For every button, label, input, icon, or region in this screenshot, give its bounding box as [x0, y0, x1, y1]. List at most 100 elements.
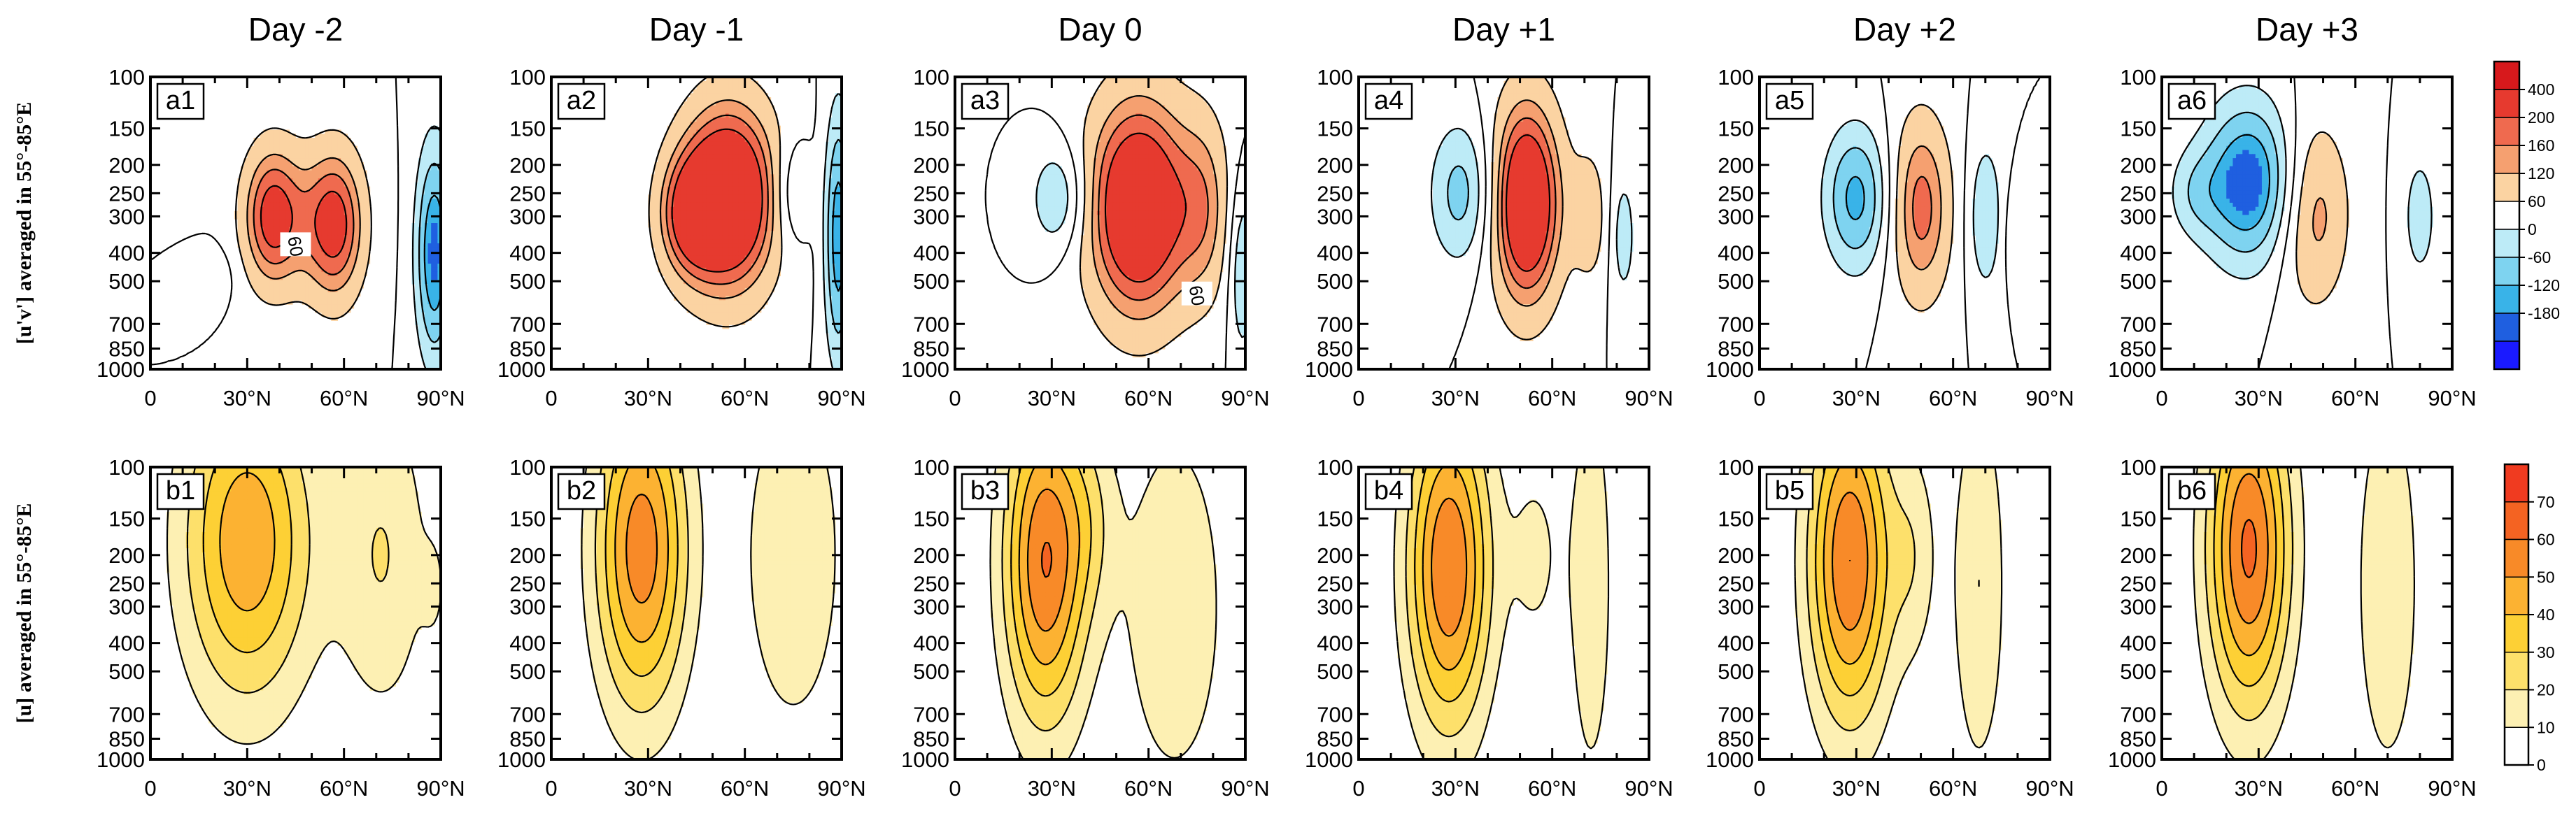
x-tick-label: 60°N: [2331, 386, 2379, 410]
y-tick-label: 100: [1317, 455, 1353, 480]
colorbar-tick-label: 10: [2537, 718, 2555, 736]
y-tick-label: 100: [2120, 65, 2156, 90]
y-tick-label: 150: [1718, 507, 1754, 531]
panel-label: a3: [970, 86, 1000, 115]
y-tick-label: 500: [108, 659, 145, 684]
y-tick-label: 400: [1718, 631, 1754, 656]
x-tick-label: 60°N: [1929, 386, 1977, 410]
y-tick-label: 200: [2120, 153, 2156, 178]
x-tick-label: 30°N: [624, 776, 672, 801]
y-tick-label: 700: [509, 312, 546, 336]
colorbar-swatch: [2493, 285, 2520, 314]
y-tick-label: 700: [108, 312, 145, 336]
y-tick-label: 200: [1317, 543, 1353, 568]
contour-lines: [581, 467, 836, 759]
panel-frame: [2160, 466, 2454, 761]
colorbar-swatch: [2504, 538, 2529, 578]
colorbar-tick-label: 70: [2537, 493, 2555, 511]
colorbar-tick-label: 0: [2528, 220, 2537, 238]
contour-lines: [989, 467, 1217, 759]
panel-label-box: [1364, 83, 1413, 120]
x-tick-label: 30°N: [1832, 776, 1881, 801]
y-tick-label: 1000: [97, 357, 145, 382]
colorbar-a: 400 200 160 120 60 0 -60 -120 -180: [2493, 60, 2560, 371]
x-tick-label: 0: [545, 776, 557, 801]
panel-label: b3: [970, 476, 1000, 506]
x-tick-label: 60°N: [1124, 776, 1173, 801]
y-tick-label: 250: [509, 571, 546, 596]
y-tick-label: 300: [2120, 204, 2156, 229]
x-tick-label: 0: [1753, 386, 1765, 410]
y-tick-label: 250: [108, 181, 145, 206]
y-tick-label: 200: [1718, 153, 1754, 178]
colorbar-swatch: [2504, 689, 2529, 728]
x-tick-label: 0: [1753, 776, 1765, 801]
y-tick-label: 100: [509, 65, 546, 90]
y-tick-label: 300: [1317, 204, 1353, 229]
contour-label-bg: [280, 232, 311, 257]
y-tick-label: 850: [1317, 336, 1353, 361]
x-tick-label: 0: [144, 776, 156, 801]
y-tick-label: 700: [509, 702, 546, 726]
panel-label-box: [557, 473, 606, 510]
y-tick-label: 700: [1718, 702, 1754, 726]
y-tick-label: 100: [1718, 65, 1754, 90]
colorbar-b: 70 60 50 40 30 20 10 0: [2503, 463, 2555, 774]
colorbar-tick-label: 60: [2537, 531, 2555, 549]
panel-label: a6: [2177, 86, 2207, 115]
y-tick-label: 850: [509, 336, 546, 361]
column-title: Day +2: [1853, 11, 1956, 48]
contour-label: 60: [283, 235, 308, 259]
y-tick-label: 400: [1317, 241, 1353, 266]
panel-label-box: [2167, 473, 2216, 510]
y-tick-label: 150: [108, 117, 145, 141]
y-tick-label: 700: [1317, 702, 1353, 726]
y-tick-label: 500: [1718, 659, 1754, 684]
y-tick-label: 1000: [1706, 747, 1754, 772]
panel-frame: [954, 76, 1247, 371]
column-title: Day +3: [2256, 11, 2358, 48]
x-tick-label: 30°N: [1431, 386, 1480, 410]
colorbar-swatch: [2504, 726, 2529, 766]
y-tick-label: 700: [2120, 702, 2156, 726]
panel-label: b5: [1775, 476, 1804, 506]
colorbar-frame: [2493, 60, 2521, 371]
x-tick-label: 30°N: [2235, 776, 2283, 801]
y-tick-label: 500: [913, 659, 949, 684]
y-tick-label: 850: [1317, 726, 1353, 751]
y-tick-label: 700: [108, 702, 145, 726]
filled-contours: [2171, 85, 2433, 305]
x-tick-label: 60°N: [1929, 776, 1977, 801]
x-tick-label: 30°N: [1028, 386, 1076, 410]
colorbar-tick-label: -120: [2528, 276, 2560, 294]
y-tick-label: 1000: [1305, 747, 1353, 772]
y-tick-label: 400: [1317, 631, 1353, 656]
column-title: Day -1: [649, 11, 744, 48]
filled-contours: [1394, 467, 1608, 759]
x-tick-label: 90°N: [1221, 386, 1269, 410]
y-tick-label: 1000: [1305, 357, 1353, 382]
contour-lines: [1794, 467, 2003, 759]
y-tick-label: 250: [509, 181, 546, 206]
colorbar-swatch: [2493, 201, 2520, 230]
y-tick-label: 100: [108, 455, 145, 480]
y-tick-label: 500: [2120, 269, 2156, 294]
y-tick-label: 500: [509, 659, 546, 684]
x-tick-label: 0: [2156, 776, 2167, 801]
y-tick-label: 250: [2120, 181, 2156, 206]
x-tick-label: 30°N: [624, 386, 672, 410]
x-tick-label: 90°N: [2025, 386, 2074, 410]
x-tick-label: 30°N: [1832, 386, 1881, 410]
colorbar-tick-label: 120: [2528, 164, 2554, 182]
colorbar-swatch: [2493, 61, 2520, 90]
colorbar-swatch: [2504, 501, 2529, 541]
y-tick-label: 150: [509, 507, 546, 531]
x-tick-label: 60°N: [1528, 386, 1576, 410]
y-tick-label: 250: [913, 181, 949, 206]
y-tick-label: 500: [1317, 659, 1353, 684]
y-tick-label: 500: [1718, 269, 1754, 294]
